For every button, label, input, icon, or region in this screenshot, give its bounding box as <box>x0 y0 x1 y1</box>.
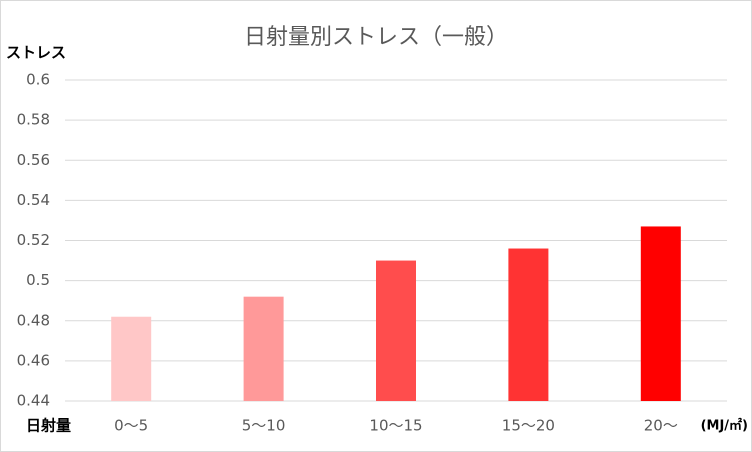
y-tick-label: 0.56 <box>17 151 50 169</box>
bar <box>111 316 152 401</box>
y-tick-label: 0.46 <box>17 351 50 369</box>
chart-title: 日射量別ストレス（一般） <box>244 25 508 50</box>
bar <box>508 248 549 401</box>
bar <box>243 296 284 401</box>
x-axis-label: 日射量 <box>26 417 71 435</box>
x-tick-label: 15～20 <box>502 417 555 435</box>
y-tick-label: 0.54 <box>17 191 50 209</box>
y-axis-label: ストレス <box>6 44 66 62</box>
y-tick-label: 0.48 <box>17 311 50 329</box>
bar <box>376 260 416 401</box>
y-tick-label: 0.58 <box>17 111 50 129</box>
x-tick-label: 20～ <box>644 417 678 435</box>
y-tick-label: 0.5 <box>26 271 50 289</box>
bar <box>640 226 681 401</box>
x-unit-label: (MJ/㎡) <box>701 418 748 434</box>
y-tick-label: 0.52 <box>17 231 50 249</box>
x-tick-label: 5～10 <box>242 417 286 435</box>
y-tick-label: 0.6 <box>26 71 50 89</box>
x-tick-label: 0～5 <box>114 417 148 435</box>
y-tick-label: 0.44 <box>17 392 50 410</box>
x-tick-label: 10～15 <box>369 417 422 435</box>
